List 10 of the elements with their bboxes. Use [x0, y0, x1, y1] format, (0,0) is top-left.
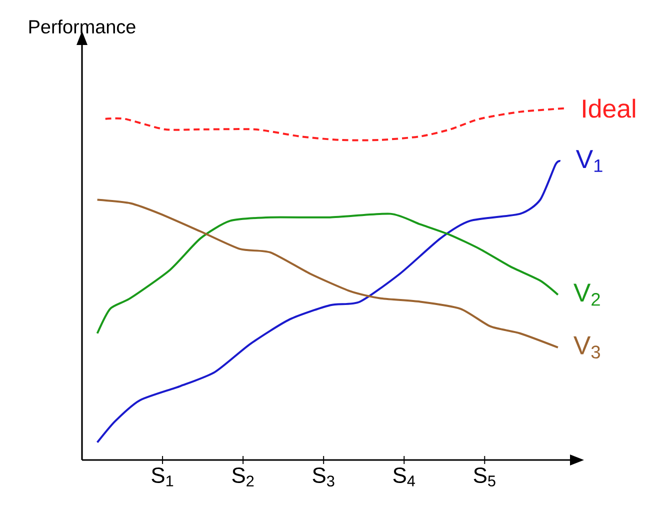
series-label: V$_{3}$: [574, 336, 600, 359]
x-tick-label: S$_{5}$: [474, 467, 496, 486]
series-label: Ideal: [583, 98, 636, 118]
x-tick-label: S$_{2}$: [232, 467, 254, 486]
y-axis-title: Performance: [29, 20, 136, 34]
x-tick-label: S$_{3}$: [312, 467, 334, 487]
series-label: V$_{2}$: [574, 284, 600, 306]
x-tick-label: S$_{1}$: [152, 467, 174, 486]
x-tick-label: S$_{4}$: [393, 467, 415, 486]
series-label: V$_{1}$: [576, 150, 602, 172]
